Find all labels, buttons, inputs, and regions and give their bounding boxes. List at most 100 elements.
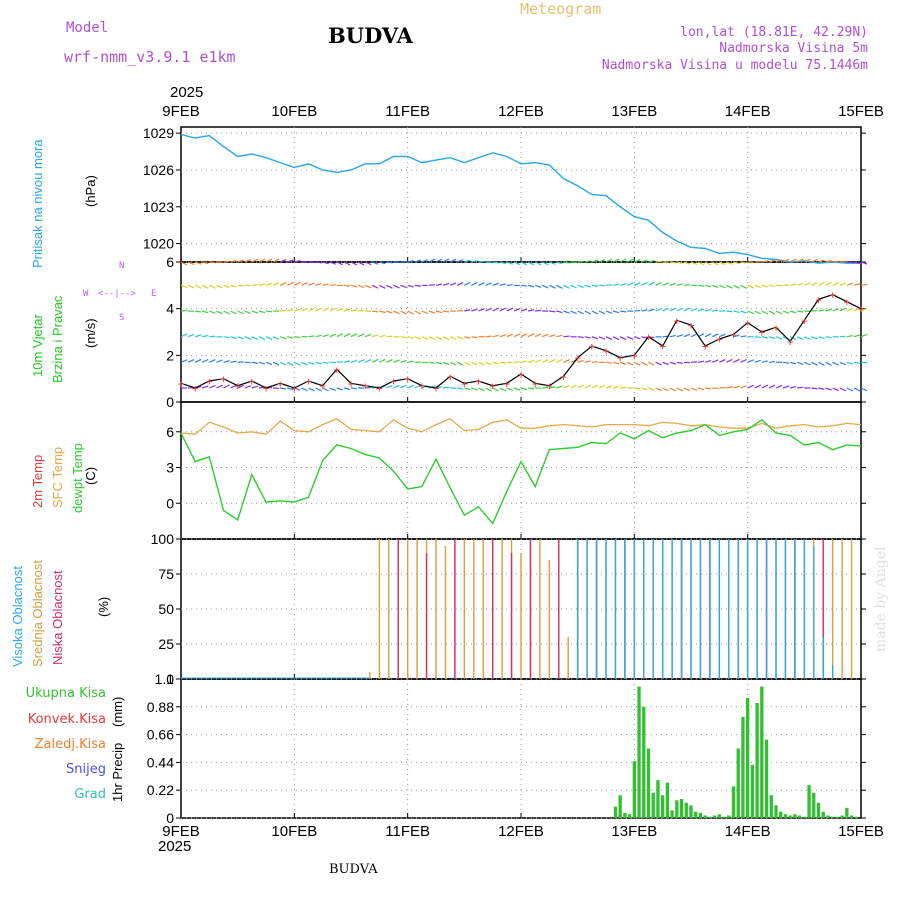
wind-vane xyxy=(726,284,733,289)
wind-vane xyxy=(598,310,606,315)
wind-vane xyxy=(329,387,336,392)
ytick-label-precip: 0.44 xyxy=(147,754,174,770)
wind-vane xyxy=(464,259,471,263)
wind-vane xyxy=(364,358,372,363)
precip-bar xyxy=(717,814,721,818)
wind-vane xyxy=(336,308,344,312)
wind-vane xyxy=(506,387,514,392)
ytick-label-pressure: 1026 xyxy=(143,162,174,178)
ytick-label-temp: 6 xyxy=(166,424,174,440)
wind-vane xyxy=(279,361,287,366)
wind-vane xyxy=(442,361,450,366)
wind-vane xyxy=(690,387,698,391)
wind-vane xyxy=(591,310,599,315)
wind-vane xyxy=(719,284,726,289)
wind-vane xyxy=(747,384,754,389)
wind-vane xyxy=(442,258,450,263)
wind-speed-marker: + xyxy=(532,377,539,390)
wind-vane xyxy=(740,284,747,289)
wind-vane xyxy=(449,282,457,286)
wind-vane xyxy=(740,358,747,363)
precip-bar xyxy=(637,686,641,818)
wind-vane xyxy=(811,282,818,286)
wind-vane xyxy=(527,284,535,288)
wind-vane xyxy=(506,333,514,338)
wind-vane xyxy=(790,283,797,286)
precip-bar xyxy=(746,697,750,818)
wind-vane xyxy=(343,284,351,287)
wind-vane xyxy=(704,359,712,363)
wind-speed-marker: + xyxy=(674,314,681,327)
precip-bar xyxy=(684,802,688,818)
wind-vane xyxy=(194,261,202,265)
wind-vane xyxy=(223,384,230,389)
wind-vane xyxy=(435,361,443,365)
wind-speed-marker: + xyxy=(220,373,227,386)
wind-vane xyxy=(471,281,478,286)
wind-speed-marker: + xyxy=(858,303,865,316)
wind-speed-marker: + xyxy=(362,380,369,393)
wind-vane xyxy=(400,284,407,289)
wind-vane xyxy=(286,361,294,366)
wind-vane xyxy=(726,310,733,313)
wind-vane xyxy=(294,260,301,263)
wind-speed-marker: + xyxy=(475,375,482,388)
wind-vane xyxy=(379,261,386,265)
wind-vane xyxy=(457,336,464,340)
wind-vane xyxy=(194,358,202,363)
wind-vane xyxy=(825,308,832,312)
wind-vane xyxy=(846,261,853,264)
wind-vane xyxy=(379,334,386,338)
precip-bar xyxy=(623,812,627,818)
wind-vane xyxy=(542,261,549,266)
wind-vane xyxy=(216,284,223,289)
wind-axis-label-2: Brzina i Pravac xyxy=(50,295,65,383)
wind-vane xyxy=(761,384,769,389)
wind-vane xyxy=(740,385,747,389)
wind-vane xyxy=(853,387,861,392)
wind-vane xyxy=(386,310,393,314)
wind-vane xyxy=(471,260,478,263)
ytick-label-precip: 0.66 xyxy=(147,727,174,743)
precip-bar xyxy=(769,795,773,818)
wind-vane xyxy=(839,387,847,392)
wind-vane xyxy=(591,284,598,287)
wind-vane xyxy=(308,307,315,312)
wind-vane xyxy=(357,261,365,266)
wind-vane xyxy=(556,261,563,265)
wind-vane xyxy=(492,307,499,312)
wind-vane xyxy=(322,361,329,364)
wind-vane xyxy=(761,360,768,363)
wind-vane xyxy=(301,282,308,286)
wind-vane xyxy=(180,284,188,289)
wind-vane xyxy=(513,261,521,266)
wind-vane xyxy=(322,261,329,265)
wind-vane xyxy=(251,258,259,263)
xtick-label-bottom: 9FEB xyxy=(162,823,200,840)
wind-vane xyxy=(499,361,506,364)
wind-axis-label-1: 10m Vjetar xyxy=(30,314,45,377)
wind-vane xyxy=(386,261,393,264)
wind-vane xyxy=(733,334,740,338)
ytick-label-precip: 0 xyxy=(166,810,174,826)
page-title: BUDVA xyxy=(328,23,413,48)
wind-vane xyxy=(336,387,344,391)
wind-vane xyxy=(329,284,336,286)
ytick-label-wind: 2 xyxy=(166,347,174,363)
wind-vane xyxy=(407,284,414,288)
wind-speed-marker: + xyxy=(263,382,270,395)
wind-vane xyxy=(789,258,797,263)
wind-vane xyxy=(733,310,740,314)
wind-vane xyxy=(634,387,641,390)
wind-vane xyxy=(612,386,620,389)
wind-vane xyxy=(860,387,868,392)
wind-vane xyxy=(223,310,230,315)
wind-vane xyxy=(563,335,570,338)
wind-vane xyxy=(478,361,485,366)
wind-vane xyxy=(294,361,301,366)
wind-vane xyxy=(549,310,556,313)
precip-bar xyxy=(618,795,622,818)
precip-unit: (mm) xyxy=(110,696,125,727)
wind-vane xyxy=(449,361,457,366)
wind-vane xyxy=(591,384,599,389)
